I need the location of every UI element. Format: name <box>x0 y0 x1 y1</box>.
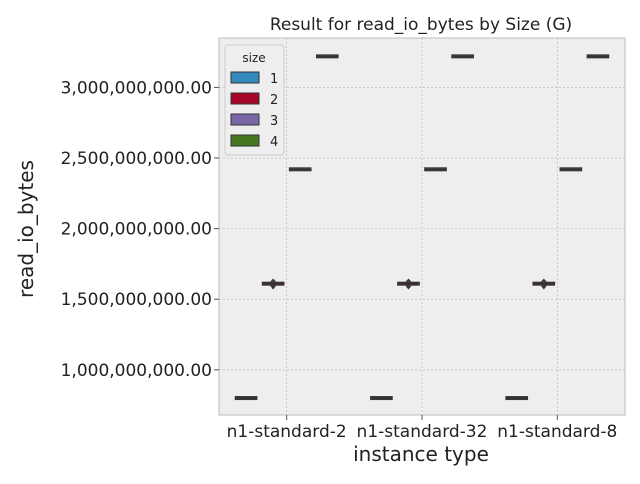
legend-swatch <box>230 134 260 147</box>
grid-lines <box>219 38 625 415</box>
x-axis-label: instance type <box>353 442 489 466</box>
outlier-marker <box>270 278 277 290</box>
x-tick-label: n1-standard-32 <box>357 422 488 442</box>
legend-label: 3 <box>270 114 278 129</box>
y-axis-label: read_io_bytes <box>14 160 38 298</box>
outlier-marker <box>405 278 412 290</box>
y-tick-label: 3,000,000,000.00 <box>61 78 212 98</box>
chart-title: Result for read_io_bytes by Size (G) <box>270 15 572 35</box>
y-tick-label: 1,000,000,000.00 <box>61 361 212 381</box>
y-axis-ticks: 1,000,000,000.00 1,500,000,000.00 2,000,00… <box>61 78 219 381</box>
x-tick-label: n1-standard-2 <box>227 422 347 442</box>
legend-label: 1 <box>270 72 278 87</box>
x-tick-label: n1-standard-8 <box>497 422 617 442</box>
y-tick-label: 2,000,000,000.00 <box>61 220 212 240</box>
legend-swatch <box>230 71 260 84</box>
legend-label: 2 <box>270 93 278 108</box>
y-tick-label: 2,500,000,000.00 <box>61 149 212 169</box>
box-marks <box>234 54 610 401</box>
legend: size 1 2 3 4 <box>224 44 285 156</box>
outlier-marker <box>540 278 547 290</box>
legend-label: 4 <box>270 135 278 150</box>
legend-swatch <box>230 92 260 105</box>
legend-swatch <box>230 113 260 126</box>
x-axis-ticks: n1-standard-2 n1-standard-32 n1-standard-8 <box>227 415 617 442</box>
y-tick-label: 1,500,000,000.00 <box>61 290 212 310</box>
legend-items: 1 2 3 4 <box>230 71 278 150</box>
legend-title: size <box>242 51 265 65</box>
